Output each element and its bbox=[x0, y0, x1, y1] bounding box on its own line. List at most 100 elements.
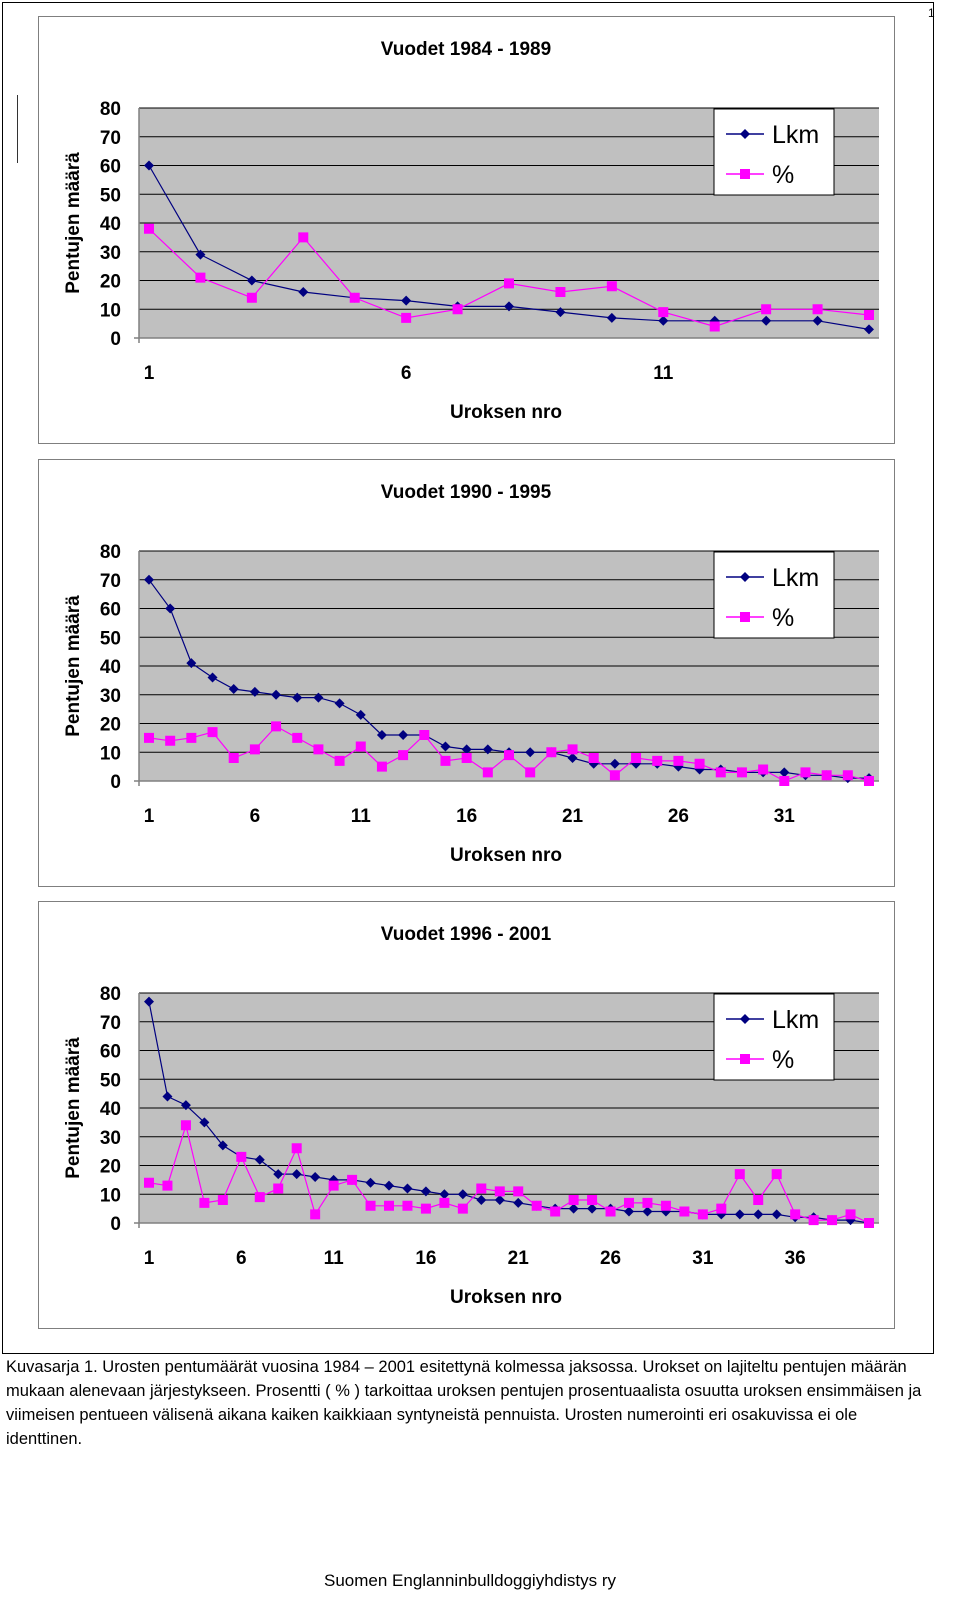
data-point-lkm bbox=[180, 1100, 191, 1111]
x-tick-label: 26 bbox=[600, 1248, 621, 1269]
data-point-pct bbox=[313, 744, 324, 755]
data-point-pct bbox=[334, 755, 345, 766]
x-tick-label: 1 bbox=[144, 1248, 155, 1269]
data-point-pct bbox=[271, 721, 282, 732]
data-point-pct bbox=[347, 1174, 358, 1185]
y-tick-label: 80 bbox=[100, 984, 121, 1005]
legend-label-lkm: Lkm bbox=[772, 121, 819, 149]
data-point-lkm bbox=[144, 160, 154, 171]
x-tick-label: 11 bbox=[324, 1248, 345, 1269]
data-point-pct bbox=[525, 767, 536, 778]
data-point-lkm bbox=[144, 996, 154, 1007]
data-point-pct bbox=[660, 1200, 671, 1211]
y-tick-label: 80 bbox=[100, 99, 121, 120]
data-point-lkm bbox=[734, 1209, 745, 1220]
data-point-lkm bbox=[513, 1197, 524, 1208]
data-point-pct bbox=[420, 1203, 431, 1214]
data-point-pct bbox=[568, 1195, 579, 1205]
data-point-pct bbox=[734, 1169, 745, 1180]
data-point-pct bbox=[249, 744, 260, 755]
data-point-pct bbox=[504, 278, 514, 289]
data-point-lkm bbox=[271, 689, 282, 700]
data-point-pct bbox=[199, 1197, 210, 1208]
series-line-pct bbox=[148, 1123, 870, 1224]
y-tick-label: 30 bbox=[100, 686, 121, 707]
data-point-pct bbox=[384, 1200, 394, 1211]
data-point-lkm bbox=[162, 1091, 173, 1102]
data-point-pct bbox=[298, 232, 309, 243]
y-tick-label: 30 bbox=[100, 1128, 121, 1149]
data-point-pct bbox=[845, 1209, 856, 1220]
data-point-pct bbox=[186, 732, 197, 743]
data-point-pct bbox=[673, 755, 684, 766]
y-tick-label: 20 bbox=[100, 272, 121, 293]
data-point-lkm bbox=[144, 574, 154, 585]
data-point-pct bbox=[555, 287, 566, 297]
data-point-pct bbox=[605, 1206, 616, 1217]
data-point-lkm bbox=[420, 1186, 431, 1197]
data-point-lkm bbox=[624, 1206, 634, 1217]
data-point-pct bbox=[207, 727, 218, 738]
y-tick-label: 10 bbox=[100, 1185, 121, 1206]
data-point-lkm bbox=[313, 692, 324, 703]
data-point-pct bbox=[291, 1143, 302, 1154]
y-tick-label: 80 bbox=[100, 542, 121, 563]
data-point-lkm bbox=[207, 672, 218, 683]
data-point-pct bbox=[292, 732, 303, 743]
data-point-pct bbox=[812, 304, 823, 315]
chart-panel-1984-1989: 0 10 20 30 40 50 60 70 80 1 6 11 Vuodet 1984 - 1989 U… bbox=[38, 16, 895, 444]
data-point-pct bbox=[864, 1218, 874, 1228]
chart-title: Vuodet 1990 - 1995 bbox=[381, 482, 552, 503]
data-point-lkm bbox=[249, 686, 260, 697]
legend-marker-lkm bbox=[740, 1014, 750, 1024]
data-point-lkm bbox=[771, 1209, 782, 1220]
data-point-pct bbox=[402, 1200, 413, 1211]
data-point-pct bbox=[376, 761, 387, 772]
data-point-pct bbox=[808, 1215, 819, 1226]
data-point-lkm bbox=[402, 1183, 413, 1194]
x-tick-label: 31 bbox=[774, 806, 796, 827]
data-point-pct bbox=[349, 292, 360, 303]
margin-line bbox=[17, 95, 18, 163]
y-tick-label: 70 bbox=[100, 571, 121, 592]
data-point-pct bbox=[771, 1169, 782, 1180]
x-tick-label: 31 bbox=[692, 1248, 714, 1269]
data-point-pct bbox=[228, 753, 239, 763]
data-point-lkm bbox=[291, 1169, 302, 1180]
y-tick-label: 10 bbox=[100, 743, 121, 764]
data-point-pct bbox=[546, 747, 557, 758]
y-tick-label: 20 bbox=[100, 1157, 121, 1178]
data-point-pct bbox=[864, 776, 874, 786]
y-tick-label: 60 bbox=[100, 600, 121, 621]
data-point-lkm bbox=[355, 709, 366, 720]
data-point-pct bbox=[567, 744, 578, 755]
legend-label-pct: % bbox=[772, 161, 794, 189]
data-point-pct bbox=[715, 767, 726, 778]
legend-box bbox=[713, 108, 835, 196]
data-point-pct bbox=[440, 755, 451, 766]
legend-marker-pct bbox=[740, 612, 750, 622]
data-point-lkm bbox=[273, 1169, 284, 1180]
data-point-pct bbox=[165, 735, 176, 746]
data-point-pct bbox=[144, 732, 154, 743]
legend-marker-pct bbox=[740, 169, 750, 179]
data-point-lkm bbox=[310, 1172, 321, 1182]
legend-marker-pct bbox=[740, 1054, 750, 1064]
data-point-pct bbox=[531, 1200, 542, 1211]
data-point-lkm bbox=[292, 692, 303, 703]
data-point-pct bbox=[587, 1195, 598, 1205]
data-point-lkm bbox=[494, 1195, 505, 1205]
x-axis-label: Uroksen nro bbox=[450, 845, 562, 866]
figure-caption: Kuvasarja 1. Urosten pentumäärät vuosina… bbox=[6, 1358, 922, 1448]
chart-title: Vuodet 1984 - 1989 bbox=[381, 39, 551, 60]
x-tick-label: 26 bbox=[668, 806, 689, 827]
data-point-lkm bbox=[658, 315, 669, 326]
legend-marker-lkm bbox=[740, 129, 750, 139]
data-point-pct bbox=[452, 304, 463, 315]
chart-panel-1996-2001: 0 10 20 30 40 50 60 70 80 1 6 11 16 21 26 31 36 Vuodet 19… bbox=[38, 901, 895, 1329]
data-point-pct bbox=[694, 758, 705, 769]
legend-marker-lkm bbox=[740, 572, 750, 582]
data-point-pct bbox=[697, 1209, 708, 1220]
data-point-pct bbox=[246, 292, 257, 303]
